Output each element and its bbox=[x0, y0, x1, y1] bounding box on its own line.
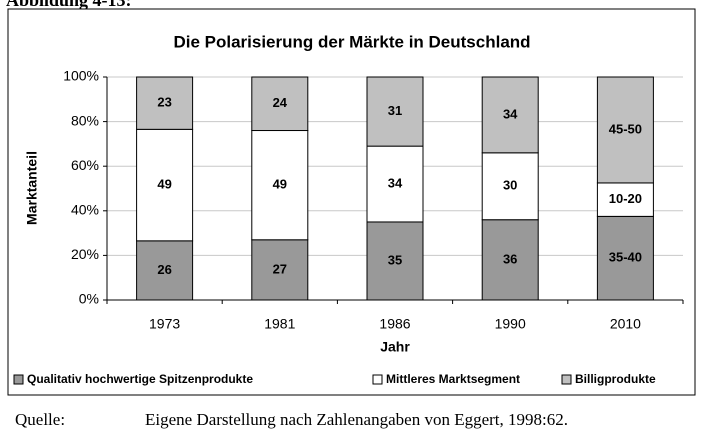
value-label: 35-40 bbox=[609, 250, 642, 265]
x-tick-label: 1973 bbox=[149, 316, 180, 332]
bar-segment bbox=[136, 76, 194, 130]
y-tick-label: 40% bbox=[71, 202, 99, 218]
y-tick-label: 20% bbox=[71, 246, 99, 262]
bar-segment bbox=[596, 182, 654, 217]
legend-label: Mittleres Marktsegment bbox=[386, 372, 520, 386]
x-axis-label: Jahr bbox=[380, 339, 410, 355]
bar-segment bbox=[481, 76, 539, 154]
chart-frame bbox=[7, 8, 696, 396]
value-label: 49 bbox=[157, 177, 171, 192]
legend-label: Qualitativ hochwertige Spitzenprodukte bbox=[27, 372, 253, 386]
bar-segment bbox=[366, 221, 424, 301]
x-tick-label: 1990 bbox=[495, 316, 526, 332]
bar-segment bbox=[366, 76, 424, 147]
legend-swatch bbox=[372, 374, 383, 385]
value-label: 36 bbox=[503, 251, 517, 266]
value-label: 24 bbox=[273, 95, 288, 110]
legend-swatch bbox=[561, 374, 572, 385]
bar-segment bbox=[251, 239, 309, 301]
x-tick-label: 2010 bbox=[610, 316, 641, 332]
value-label: 49 bbox=[273, 177, 287, 192]
value-label: 45-50 bbox=[609, 121, 642, 136]
x-tick-label: 1986 bbox=[379, 316, 410, 332]
y-tick-label: 0% bbox=[79, 291, 99, 307]
bar-segment bbox=[481, 152, 539, 221]
y-tick-label: 60% bbox=[71, 157, 99, 173]
chart-title: Die Polarisierung der Märkte in Deutschl… bbox=[173, 32, 530, 51]
y-tick-label: 80% bbox=[71, 112, 99, 128]
bar-segment bbox=[136, 240, 194, 301]
value-label: 26 bbox=[157, 262, 171, 277]
caption-text: Eigene Darstellung nach Zahlenangaben vo… bbox=[145, 410, 568, 429]
value-label: 34 bbox=[388, 175, 403, 190]
legend-swatch bbox=[13, 374, 24, 385]
value-label: 34 bbox=[503, 106, 518, 121]
legend-label: Billigprodukte bbox=[575, 372, 656, 386]
y-tick-label: 100% bbox=[63, 68, 99, 84]
value-label: 23 bbox=[157, 95, 171, 110]
y-axis-label: Marktanteil bbox=[24, 151, 40, 225]
caption-label: Quelle: bbox=[15, 410, 65, 429]
heading: Abbildung 4-13: bbox=[6, 0, 132, 10]
value-label: 31 bbox=[388, 103, 402, 118]
bar-segment bbox=[596, 76, 654, 184]
value-label: 10-20 bbox=[609, 191, 642, 206]
bar-segment bbox=[136, 128, 194, 242]
value-label: 27 bbox=[273, 261, 287, 276]
x-tick-label: 1981 bbox=[264, 316, 295, 332]
value-label: 30 bbox=[503, 178, 517, 193]
bar-segment bbox=[251, 76, 309, 132]
value-label: 35 bbox=[388, 252, 402, 267]
